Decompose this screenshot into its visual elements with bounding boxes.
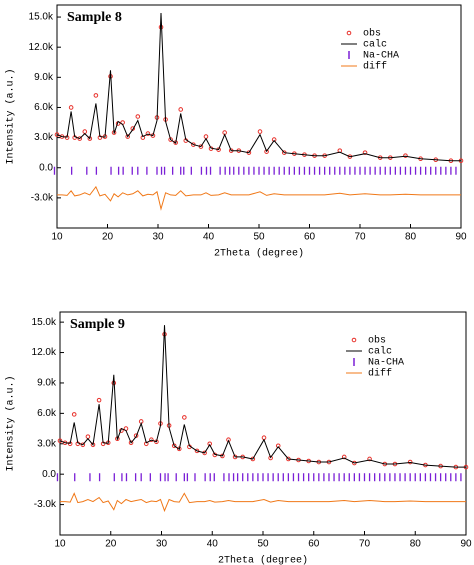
y-tick-label: 15.0k — [29, 12, 54, 23]
y-tick-label: 6.0k — [34, 102, 54, 113]
y-tick-label: 0.0 — [39, 162, 53, 173]
obs-point — [403, 153, 408, 158]
obs-point — [178, 107, 184, 112]
y-axis-title: Intensity (a.u.) — [5, 68, 17, 164]
legend-label: diff — [368, 368, 392, 380]
obs-point — [96, 397, 102, 403]
legend-label: calc — [368, 346, 392, 358]
obs-point — [341, 454, 347, 460]
legend-label: Na-CHA — [363, 51, 399, 62]
y-tick-label: 3.0k — [34, 132, 54, 143]
obs-point — [71, 412, 77, 417]
x-tick-label: 60 — [308, 539, 320, 550]
obs-point — [168, 137, 173, 142]
x-tick-label: 40 — [207, 539, 219, 550]
obs-point — [133, 433, 139, 438]
x-tick-label: 20 — [102, 232, 114, 243]
x-tick-label: 70 — [354, 232, 366, 243]
obs-point — [128, 440, 134, 446]
obs-point — [182, 415, 187, 420]
legend-label: obs — [363, 28, 381, 40]
y-tick-label: 15.0k — [32, 317, 57, 328]
annotation: Sample 9 — [70, 317, 125, 332]
x-tick-label: 90 — [460, 539, 472, 550]
x-tick-label: 10 — [54, 539, 66, 550]
y-axis-title: Intensity (a.u.) — [5, 375, 17, 471]
x-tick-label: 80 — [405, 232, 417, 243]
y-tick-label: -3.0k — [31, 193, 54, 204]
obs-point — [82, 129, 88, 134]
x-tick-label: 30 — [156, 539, 168, 550]
y-tick-label: 12.0k — [29, 42, 54, 53]
legend-marker — [351, 337, 357, 343]
x-tick-label: 70 — [359, 539, 371, 550]
x-tick-label: 60 — [304, 232, 316, 243]
obs-point — [77, 136, 83, 141]
y-tick-label: 0.0 — [42, 469, 56, 480]
x-tick-label: 40 — [203, 232, 215, 243]
y-tick-label: 9.0k — [34, 72, 54, 83]
y-tick-label: 12.0k — [32, 347, 57, 358]
obs-point — [57, 438, 63, 444]
y-tick-label: 3.0k — [37, 438, 57, 449]
obs-point — [93, 93, 99, 98]
x-tick-label: 50 — [253, 232, 265, 243]
legend-label: calc — [363, 39, 387, 51]
x-axis-title: 2Theta (degree) — [214, 248, 304, 260]
obs-point — [149, 437, 154, 443]
obs-point — [135, 114, 141, 119]
calc-line — [59, 325, 466, 468]
legend-label: Na-CHA — [368, 358, 404, 369]
x-tick-label: 30 — [152, 232, 164, 243]
y-tick-label: 6.0k — [37, 408, 57, 419]
diff-line — [60, 492, 466, 513]
obs-point — [80, 442, 86, 448]
y-tick-label: 9.0k — [37, 378, 57, 389]
legend-label: diff — [363, 61, 387, 73]
x-tick-label: 10 — [51, 232, 63, 243]
obs-point — [407, 459, 413, 465]
legend-marker — [346, 30, 352, 36]
diff-line — [57, 185, 461, 211]
x-tick-label: 20 — [105, 539, 117, 550]
x-axis-title: 2Theta (degree) — [218, 555, 308, 565]
obs-point — [145, 131, 151, 136]
plot: 10 20 30 40 50 60 70 80 90 -3.0k 0.0 3.0k 6.0k 9.0k 12… — [5, 311, 472, 565]
calc-line — [56, 12, 461, 162]
obs-point — [68, 105, 74, 110]
obs-point — [125, 134, 130, 139]
annotation: Sample 8 — [67, 10, 122, 25]
obs-point — [367, 456, 372, 462]
y-tick-label: -3.0k — [34, 499, 57, 510]
obs-point — [257, 129, 263, 134]
legend-label: obs — [368, 335, 386, 347]
x-tick-label: 80 — [410, 539, 422, 550]
obs-point — [362, 150, 368, 155]
obs-point — [54, 132, 60, 137]
obs-point — [158, 24, 164, 30]
x-tick-label: 90 — [455, 232, 467, 243]
plot: 10 20 30 40 50 60 70 80 90 -3.0k 0.0 3.0k 6.0k 9.0k 12… — [5, 4, 467, 260]
x-tick-label: 50 — [257, 539, 269, 550]
